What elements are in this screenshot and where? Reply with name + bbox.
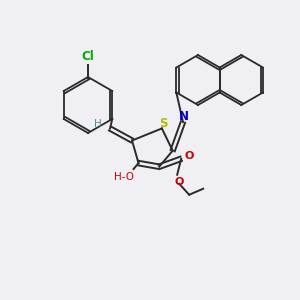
Text: O: O <box>184 151 194 161</box>
Text: Cl: Cl <box>82 50 94 64</box>
Text: N: N <box>179 110 189 124</box>
Text: H-O: H-O <box>113 172 134 182</box>
Text: S: S <box>160 117 168 130</box>
Text: O: O <box>175 177 184 187</box>
Text: H: H <box>94 118 102 128</box>
